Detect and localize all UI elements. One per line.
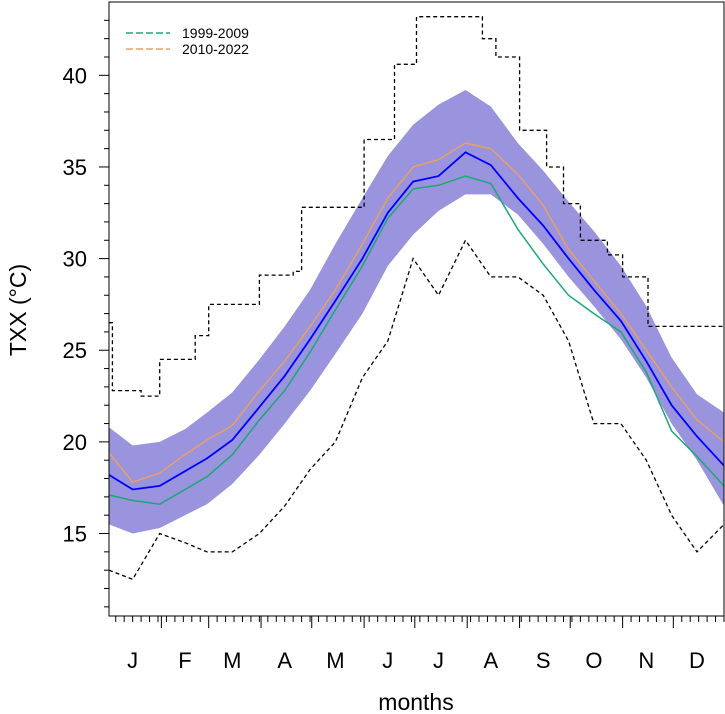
y-tick-label: 40	[63, 63, 87, 88]
x-tick-label: J	[127, 648, 138, 673]
x-tick-label: S	[536, 648, 551, 673]
series-2010-2022-line	[108, 142, 725, 484]
y-tick-label: 30	[63, 247, 87, 272]
x-tick-label: A	[483, 648, 498, 673]
spread-band	[109, 90, 724, 534]
x-tick-label: A	[277, 648, 292, 673]
mean-line	[108, 151, 725, 491]
plot-area	[108, 16, 725, 581]
min-envelope-line	[108, 239, 725, 581]
x-tick-label: J	[433, 648, 444, 673]
x-tick-label: M	[326, 648, 344, 673]
y-tick-label: 15	[63, 522, 87, 547]
x-axis-label: months	[378, 689, 453, 714]
x-tick-label: D	[689, 648, 705, 673]
legend: 1999-2009 2010-2022	[126, 25, 249, 57]
x-tick-label: N	[638, 648, 654, 673]
y-tick-label: 20	[63, 430, 87, 455]
max-envelope-line	[109, 16, 724, 397]
legend-label-2010-2022: 2010-2022	[182, 41, 249, 57]
x-tick-label: O	[585, 648, 602, 673]
series-1999-2009-line	[108, 175, 725, 505]
legend-label-1999-2009: 1999-2009	[182, 25, 249, 41]
y-axis-label: TXX (°C)	[5, 264, 31, 356]
y-axis: 15 20 25 30 35 40	[63, 19, 109, 608]
x-tick-label: F	[178, 648, 191, 673]
plot-frame	[108, 1, 725, 617]
x-tick-label: J	[382, 648, 393, 673]
y-tick-label: 25	[63, 338, 87, 363]
x-tick-label: M	[223, 648, 241, 673]
y-tick-label: 35	[63, 155, 87, 180]
